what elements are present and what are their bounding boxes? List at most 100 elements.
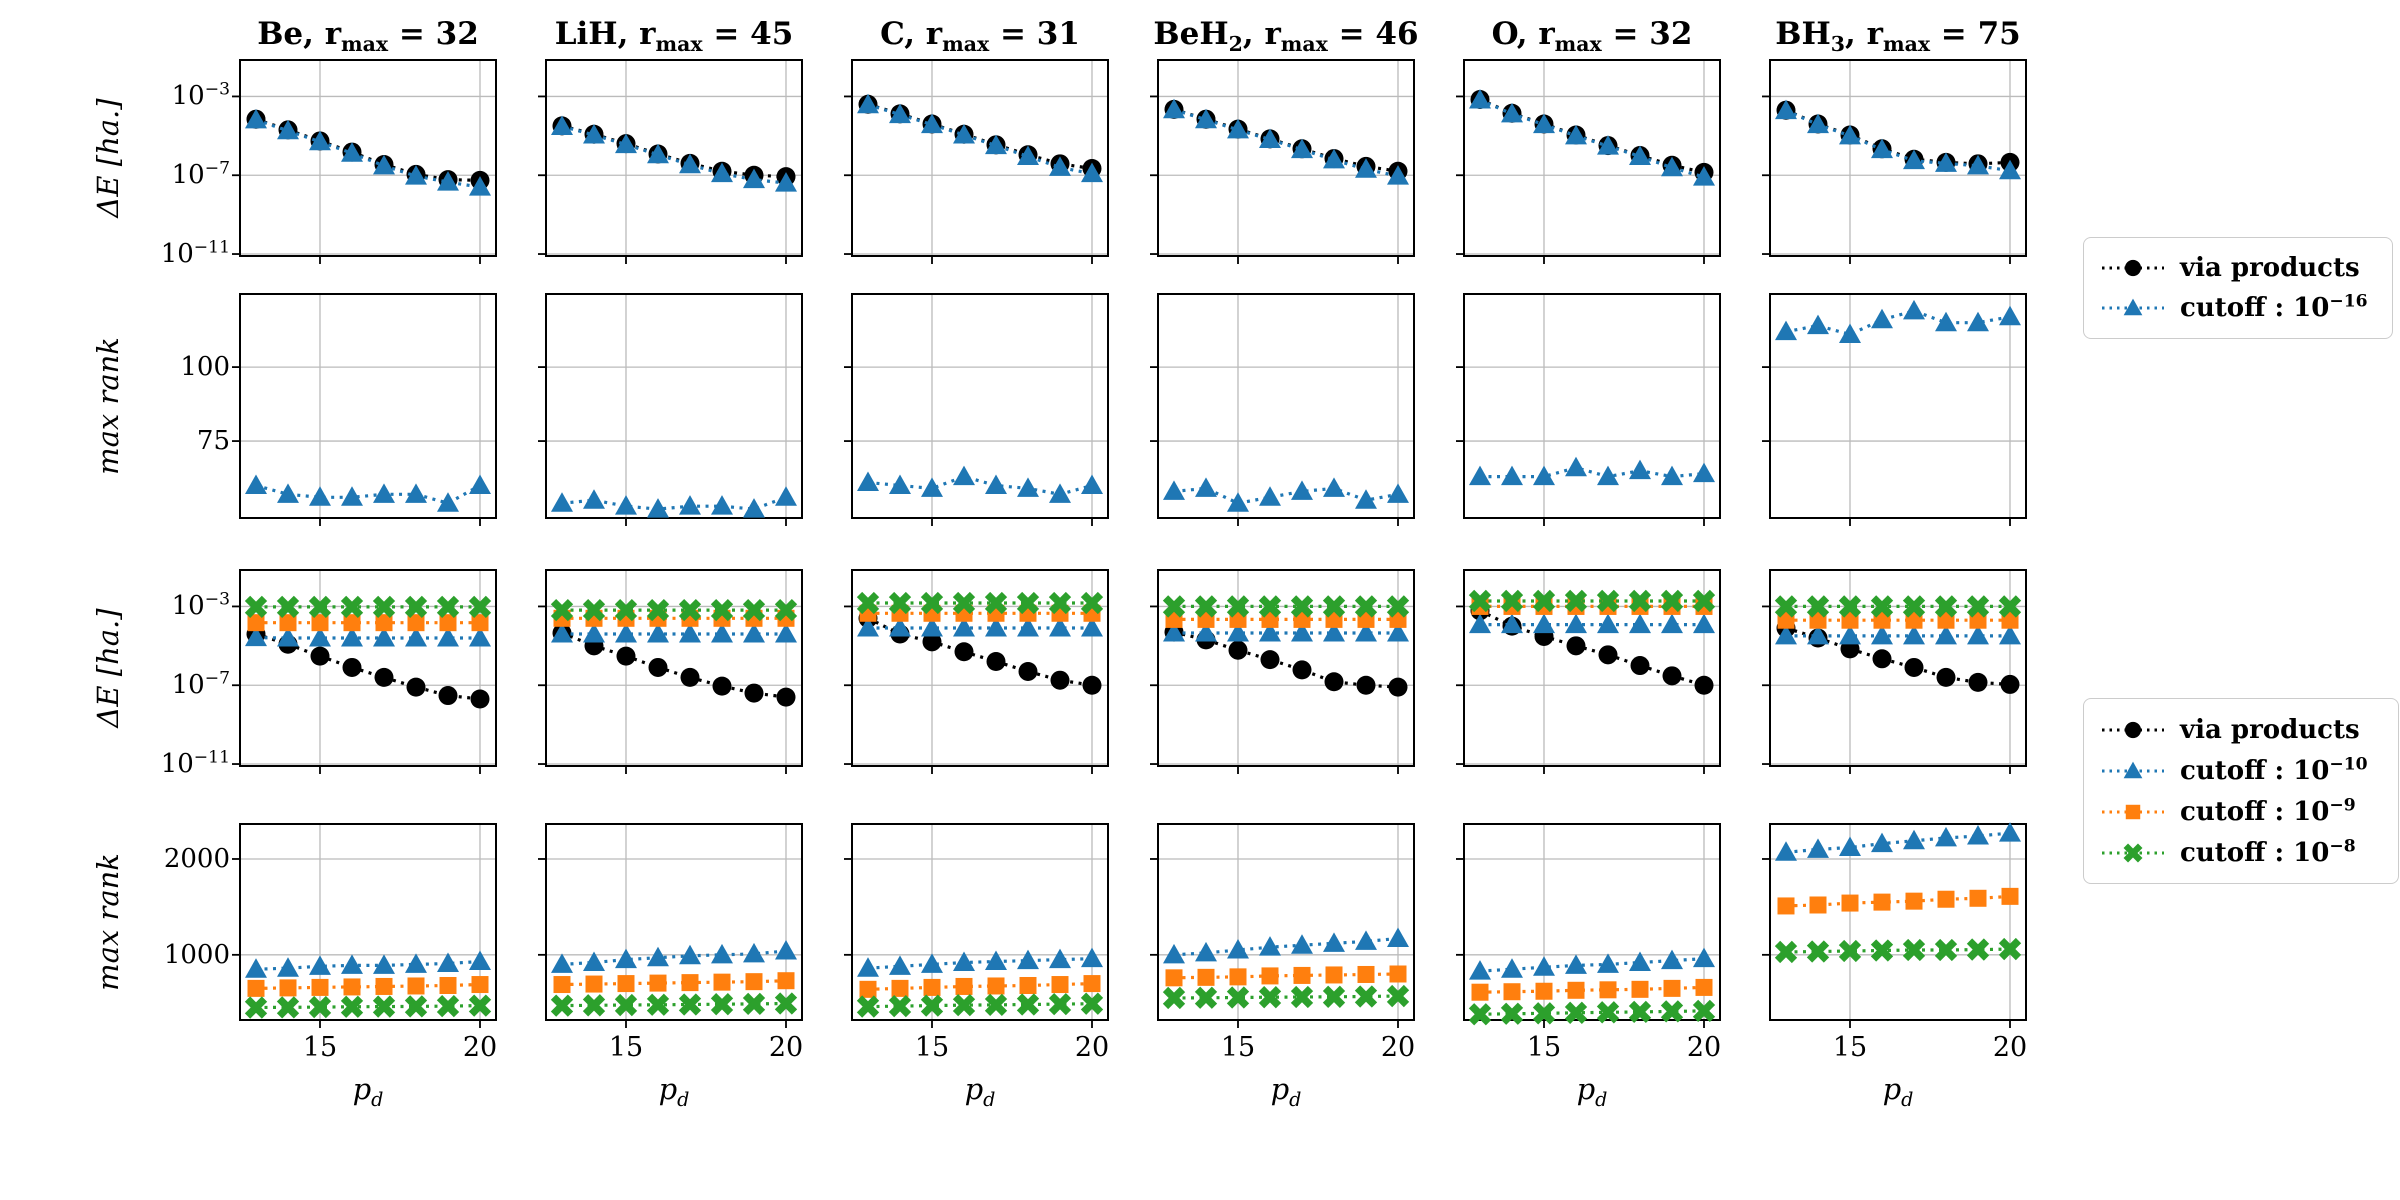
legend-entry-via-products: via products <box>2100 715 2382 745</box>
ytick-row3-1: 10−7 <box>171 668 230 701</box>
subplot-row4-col3 <box>844 823 1109 1028</box>
series-cutoff-10-8 <box>1162 595 1410 618</box>
subplot-row4-col2 <box>538 823 803 1028</box>
legend-entry-cutoff-10-8: cutoff : 10−8 <box>2100 835 2382 868</box>
series-cutoff-10-10 <box>551 939 797 973</box>
series-cutoff-10-8 <box>1774 595 2022 618</box>
subplot-row4-col4 <box>1150 823 1415 1028</box>
cutoff-10-9-marker-icon <box>2102 804 2164 819</box>
series-cutoff-10-8 <box>550 992 798 1017</box>
legend-label: cutoff : 10−8 <box>2180 835 2356 868</box>
series-cutoff-10-9 <box>1471 978 1713 1001</box>
subplot-row3-col5 <box>1456 569 1721 774</box>
column-title-5: O, rmax = 32 <box>1491 16 1693 57</box>
xtick-col4-0: 15 <box>1220 1032 1256 1063</box>
series-cutoff-10-9 <box>247 976 489 997</box>
xlabel-col4: pd <box>1270 1072 1302 1111</box>
ytick-row2-0: 75 <box>196 426 230 457</box>
series-via-products <box>1776 100 2020 174</box>
xtick-col4-1: 20 <box>1380 1032 1416 1063</box>
xtick-col5-0: 15 <box>1526 1032 1562 1063</box>
xtick-col6-0: 15 <box>1832 1032 1868 1063</box>
subplot-row3-col1 <box>232 569 497 774</box>
series-cutoff-10-8 <box>1162 984 1410 1010</box>
series-cutoff-10-16 <box>1163 98 1409 185</box>
legend-bottom: via products cutoff : 10−10 cutoff : 10−9 c… <box>2083 698 2399 884</box>
legend-label: cutoff : 10−16 <box>2180 291 2368 323</box>
ytick-row2-1: 100 <box>180 352 230 383</box>
ytick-row3-0: 10−3 <box>171 589 230 622</box>
series-cutoff-10-10 <box>1469 947 1715 980</box>
subplot-row2-col2 <box>538 293 803 526</box>
subplot-row1-col1 <box>232 59 497 264</box>
ylabel-row1: ΔE [ha.] <box>91 98 125 218</box>
subplot-row1-col6 <box>1762 59 2027 264</box>
series-cutoff-10-10 <box>245 626 491 647</box>
series-cutoff-10-16 <box>857 93 1103 183</box>
ytick-row3-2: 10−11 <box>160 747 230 780</box>
cutoff-10-10-marker-icon <box>2102 761 2164 778</box>
legend-entry-via-products: via products <box>2100 253 2376 283</box>
series-cutoff-10-16 <box>1469 88 1715 186</box>
xtick-col6-1: 20 <box>1992 1032 2028 1063</box>
ytick-row1-0: 10−3 <box>171 79 230 112</box>
subplot-row1-col4 <box>1150 59 1415 264</box>
series-cutoff-10-10 <box>551 622 797 643</box>
series-cutoff-10-16 <box>1469 456 1715 486</box>
cutoff-10-16-marker-icon <box>2102 298 2164 316</box>
xtick-col3-1: 20 <box>1074 1032 1110 1063</box>
ytick-row1-2: 10−11 <box>160 237 230 270</box>
subplot-row2-col6 <box>1762 293 2027 526</box>
series-via-products <box>246 624 490 709</box>
series-via-products <box>1470 601 1714 695</box>
subplot-row2-col1 <box>232 293 497 526</box>
legend-label: via products <box>2180 714 2360 745</box>
series-cutoff-10-8 <box>244 595 492 619</box>
xtick-col2-0: 15 <box>608 1032 644 1063</box>
xtick-col1-0: 15 <box>302 1032 338 1063</box>
legend-label: cutoff : 10−9 <box>2180 794 2356 827</box>
column-title-4: BeH2, rmax = 46 <box>1153 16 1419 57</box>
series-cutoff-10-9 <box>1777 887 2019 915</box>
series-cutoff-10-16 <box>245 474 491 512</box>
legend-entry-cutoff-10-10: cutoff : 10−10 <box>2100 753 2382 786</box>
subplot-row4-col1 <box>232 823 497 1028</box>
subplot-row2-col5 <box>1456 293 1721 526</box>
column-title-2: LiH, rmax = 45 <box>554 16 794 57</box>
legend-label: cutoff : 10−10 <box>2180 753 2368 786</box>
series-cutoff-10-16 <box>551 486 797 518</box>
series-cutoff-10-10 <box>1163 621 1409 642</box>
series-cutoff-10-8 <box>1774 937 2022 964</box>
subplot-row4-col6 <box>1762 822 2027 1028</box>
series-cutoff-10-16 <box>1775 299 2021 344</box>
series-cutoff-10-10 <box>1775 624 2021 645</box>
ylabel-row4: max rank <box>91 853 125 991</box>
series-cutoff-10-10 <box>1775 822 2021 861</box>
legend-entry-cutoff-10-9: cutoff : 10−9 <box>2100 794 2382 827</box>
subplot-row2-col3 <box>844 293 1109 526</box>
series-cutoff-10-16 <box>857 465 1103 503</box>
series-cutoff-10-9 <box>553 972 795 994</box>
series-cutoff-10-10 <box>1163 927 1409 964</box>
series-cutoff-10-10 <box>857 947 1103 977</box>
subplot-row1-col3 <box>844 59 1109 264</box>
series-cutoff-10-9 <box>859 975 1101 998</box>
subplot-row1-col5 <box>1456 59 1721 264</box>
xtick-col3-0: 15 <box>914 1032 950 1063</box>
ytick-row4-1: 2000 <box>163 843 230 874</box>
xtick-col2-1: 20 <box>768 1032 804 1063</box>
xlabel-col5: pd <box>1576 1072 1608 1111</box>
xlabel-col1: pd <box>352 1072 384 1111</box>
series-cutoff-10-10 <box>245 950 491 978</box>
ylabel-row3: ΔE [ha.] <box>91 608 125 728</box>
xlabel-col6: pd <box>1882 1072 1914 1111</box>
series-cutoff-10-8 <box>1468 999 1716 1026</box>
subplot-row4-col5 <box>1456 823 1721 1028</box>
ylabel-row2: max rank <box>91 337 125 475</box>
series-cutoff-10-8 <box>1468 589 1716 613</box>
series-cutoff-10-16 <box>1775 99 2021 180</box>
xlabel-col2: pd <box>658 1072 690 1111</box>
legend-entry-cutoff-10-16: cutoff : 10−16 <box>2100 293 2376 323</box>
legend-top: via products cutoff : 10−16 <box>2083 237 2393 339</box>
